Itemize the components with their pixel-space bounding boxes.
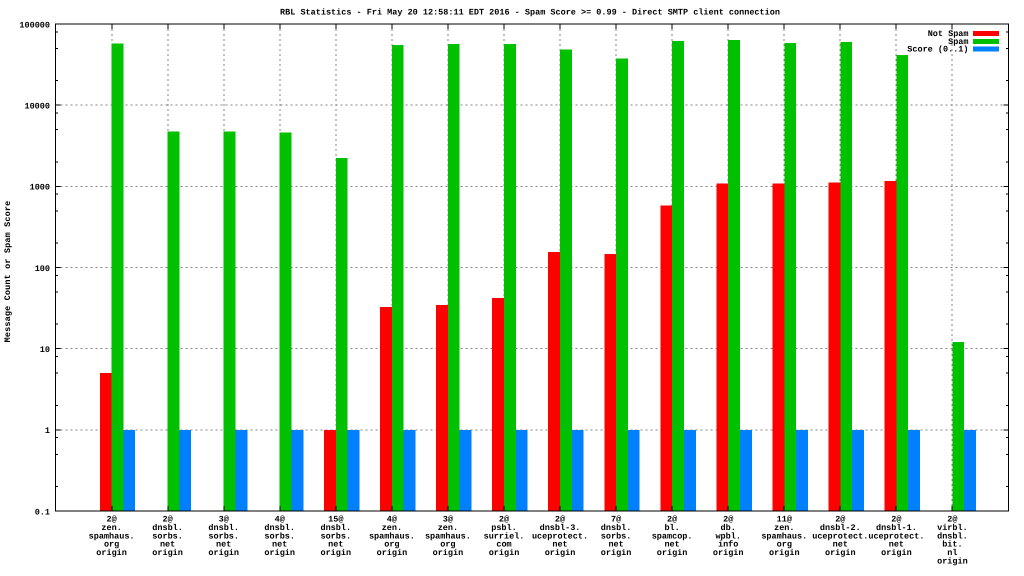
svg-text:origin: origin [152,548,183,558]
svg-text:net: net [664,540,679,550]
svg-text:origin: origin [937,556,968,566]
svg-text:dnsbl-2.: dnsbl-2. [820,523,861,533]
svg-text:origin: origin [601,548,632,558]
svg-text:zen.: zen. [382,523,402,533]
svg-text:sorbs.: sorbs. [152,531,183,541]
svg-text:net: net [552,540,567,550]
svg-text:origin: origin [264,548,295,558]
svg-text:net: net [216,540,231,550]
svg-text:RBL Statistics - Fri May 20 12: RBL Statistics - Fri May 20 12:58:11 EDT… [280,7,780,17]
svg-text:zen.: zen. [101,523,121,533]
svg-text:dnsbl.: dnsbl. [601,523,632,533]
svg-text:nl: nl [947,548,957,558]
svg-text:2@: 2@ [667,515,677,525]
svg-text:wpbl.: wpbl. [715,531,741,541]
svg-text:origin: origin [433,548,464,558]
svg-text:0.1: 0.1 [35,507,50,517]
svg-text:dnsbl.: dnsbl. [208,523,239,533]
svg-text:uceprotect.: uceprotect. [812,531,868,541]
svg-text:net: net [272,540,287,550]
svg-text:origin: origin [825,548,856,558]
svg-text:bit.: bit. [942,540,962,550]
svg-text:2@: 2@ [162,515,172,525]
svg-text:sorbs.: sorbs. [208,531,239,541]
svg-text:org: org [104,540,119,550]
svg-text:100000: 100000 [19,20,50,30]
svg-text:2@: 2@ [947,515,957,525]
svg-text:sorbs.: sorbs. [320,531,351,541]
svg-text:10: 10 [40,345,50,355]
svg-text:dnsbl.: dnsbl. [152,523,183,533]
svg-text:origin: origin [377,548,408,558]
svg-text:spamhaus.: spamhaus. [89,531,135,541]
svg-text:virbl.: virbl. [937,523,968,533]
svg-text:Not Spam: Not Spam [928,29,969,39]
svg-text:Score (0..1): Score (0..1) [907,45,968,55]
svg-text:net: net [889,540,904,550]
svg-text:com: com [496,540,511,550]
svg-text:1: 1 [45,426,50,436]
svg-text:2@: 2@ [835,515,845,525]
svg-text:origin: origin [713,548,744,558]
svg-text:uceprotect.: uceprotect. [868,531,924,541]
svg-text:dnsbl-1.: dnsbl-1. [876,523,917,533]
svg-text:net: net [328,540,343,550]
svg-text:zen.: zen. [774,523,794,533]
svg-text:zen.: zen. [438,523,458,533]
svg-text:origin: origin [320,548,351,558]
svg-text:bl.: bl. [664,523,679,533]
svg-text:7@: 7@ [611,515,621,525]
svg-text:15@: 15@ [328,515,343,525]
svg-text:3@: 3@ [219,515,229,525]
svg-text:origin: origin [208,548,239,558]
svg-text:org: org [440,540,455,550]
svg-text:surriel.: surriel. [484,531,525,541]
svg-text:org: org [777,540,792,550]
svg-text:100: 100 [35,264,50,274]
svg-text:origin: origin [881,548,912,558]
svg-text:Message Count or Spam Score: Message Count or Spam Score [3,201,13,343]
svg-text:1000: 1000 [30,183,50,193]
svg-text:10000: 10000 [24,102,50,112]
svg-text:3@: 3@ [443,515,453,525]
svg-text:spamhaus.: spamhaus. [761,531,807,541]
svg-text:Spam: Spam [948,37,968,47]
svg-text:dnsbl-3.: dnsbl-3. [540,523,581,533]
svg-text:net: net [608,540,623,550]
svg-text:11@: 11@ [777,515,792,525]
svg-text:origin: origin [96,548,127,558]
svg-text:spamhaus.: spamhaus. [425,531,471,541]
svg-text:dnsbl.: dnsbl. [264,523,295,533]
svg-text:db.: db. [721,523,736,533]
svg-text:origin: origin [545,548,576,558]
svg-text:2@: 2@ [891,515,901,525]
svg-text:2@: 2@ [106,515,116,525]
svg-text:origin: origin [769,548,800,558]
svg-text:net: net [833,540,848,550]
svg-text:2@: 2@ [555,515,565,525]
svg-text:spamhaus.: spamhaus. [369,531,415,541]
svg-text:4@: 4@ [275,515,285,525]
svg-text:origin: origin [489,548,520,558]
svg-text:psbl.: psbl. [491,523,517,533]
svg-text:spamcop.: spamcop. [652,531,693,541]
svg-text:dnsbl.: dnsbl. [937,531,968,541]
svg-text:sorbs.: sorbs. [264,531,295,541]
svg-text:org: org [384,540,399,550]
svg-text:net: net [160,540,175,550]
svg-text:info: info [718,540,738,550]
svg-text:dnsbl.: dnsbl. [320,523,351,533]
svg-text:2@: 2@ [499,515,509,525]
svg-text:origin: origin [657,548,688,558]
svg-text:2@: 2@ [723,515,733,525]
svg-text:uceprotect.: uceprotect. [532,531,588,541]
svg-text:4@: 4@ [387,515,397,525]
svg-text:sorbs.: sorbs. [601,531,632,541]
